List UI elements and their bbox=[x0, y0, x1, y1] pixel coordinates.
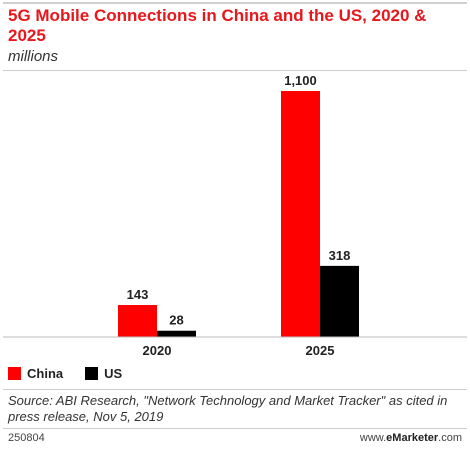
brand-name: eMarketer bbox=[386, 432, 439, 444]
bar-us-2020 bbox=[157, 330, 196, 337]
bar-china-2025 bbox=[281, 91, 320, 337]
data-label-china-2020: 143 bbox=[127, 287, 149, 302]
top-divider bbox=[3, 2, 467, 4]
bar-china-2020 bbox=[118, 305, 157, 337]
legend: China US bbox=[8, 366, 122, 381]
legend-label-china: China bbox=[27, 366, 64, 381]
source-note: Source: ABI Research, "Network Technolog… bbox=[8, 393, 448, 424]
x-tick-label-2025: 2025 bbox=[306, 343, 335, 358]
bar-us-2025 bbox=[320, 265, 359, 337]
legend-divider bbox=[3, 389, 467, 390]
brand-suffix: .com bbox=[438, 432, 462, 444]
legend-swatch-china bbox=[8, 367, 21, 380]
data-label-us-2020: 28 bbox=[169, 313, 183, 328]
chart-id: 250804 bbox=[8, 432, 45, 444]
footer-divider bbox=[3, 428, 467, 429]
legend-label-us: US bbox=[104, 366, 123, 381]
x-tick-label-2020: 2020 bbox=[143, 343, 172, 358]
data-label-us-2025: 318 bbox=[329, 248, 351, 263]
brand-prefix: www. bbox=[359, 432, 387, 444]
chart-subtitle: millions bbox=[8, 48, 59, 65]
chart-title: 5G Mobile Connections in China and the U… bbox=[8, 6, 427, 45]
legend-swatch-us bbox=[85, 367, 99, 380]
chart-top-divider bbox=[3, 70, 467, 71]
legend-item-us: US bbox=[85, 366, 122, 381]
data-label-china-2025: 1,100 bbox=[284, 73, 317, 88]
brand-link[interactable]: www.eMarketer.com bbox=[360, 432, 462, 444]
legend-item-china: China bbox=[8, 366, 63, 381]
